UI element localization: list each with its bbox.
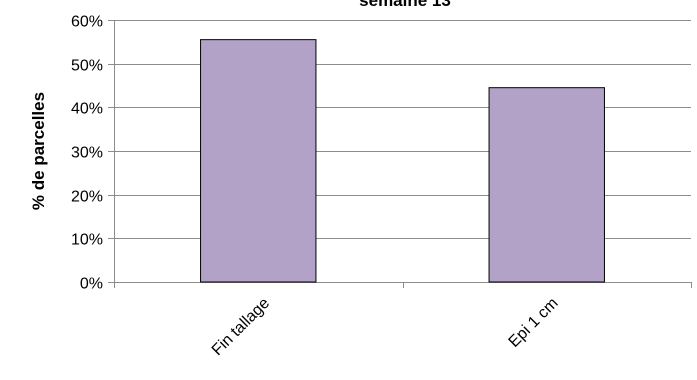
x-tick-label: Fin tallage bbox=[209, 295, 273, 359]
y-tick-label: 60% bbox=[71, 14, 103, 31]
y-tick-label: 30% bbox=[71, 145, 103, 162]
chart-title: semaine 13 bbox=[359, 0, 451, 10]
y-tick-label: 20% bbox=[71, 189, 103, 206]
y-tick-label: 40% bbox=[71, 101, 103, 118]
y-tick-label: 50% bbox=[71, 58, 103, 75]
bar bbox=[488, 87, 605, 283]
x-tick-label: Epi 1 cm bbox=[506, 295, 562, 351]
x-axis: Fin tallage Epi 1 cm bbox=[114, 282, 692, 359]
y-axis: 0% 10% 20% 30% 40% 50% 60% bbox=[71, 14, 115, 293]
bar bbox=[200, 39, 317, 283]
bars bbox=[200, 39, 605, 283]
y-axis-title: % de parcelles bbox=[29, 92, 48, 210]
y-tick-label: 0% bbox=[80, 276, 103, 293]
y-tick-label: 10% bbox=[71, 232, 103, 249]
